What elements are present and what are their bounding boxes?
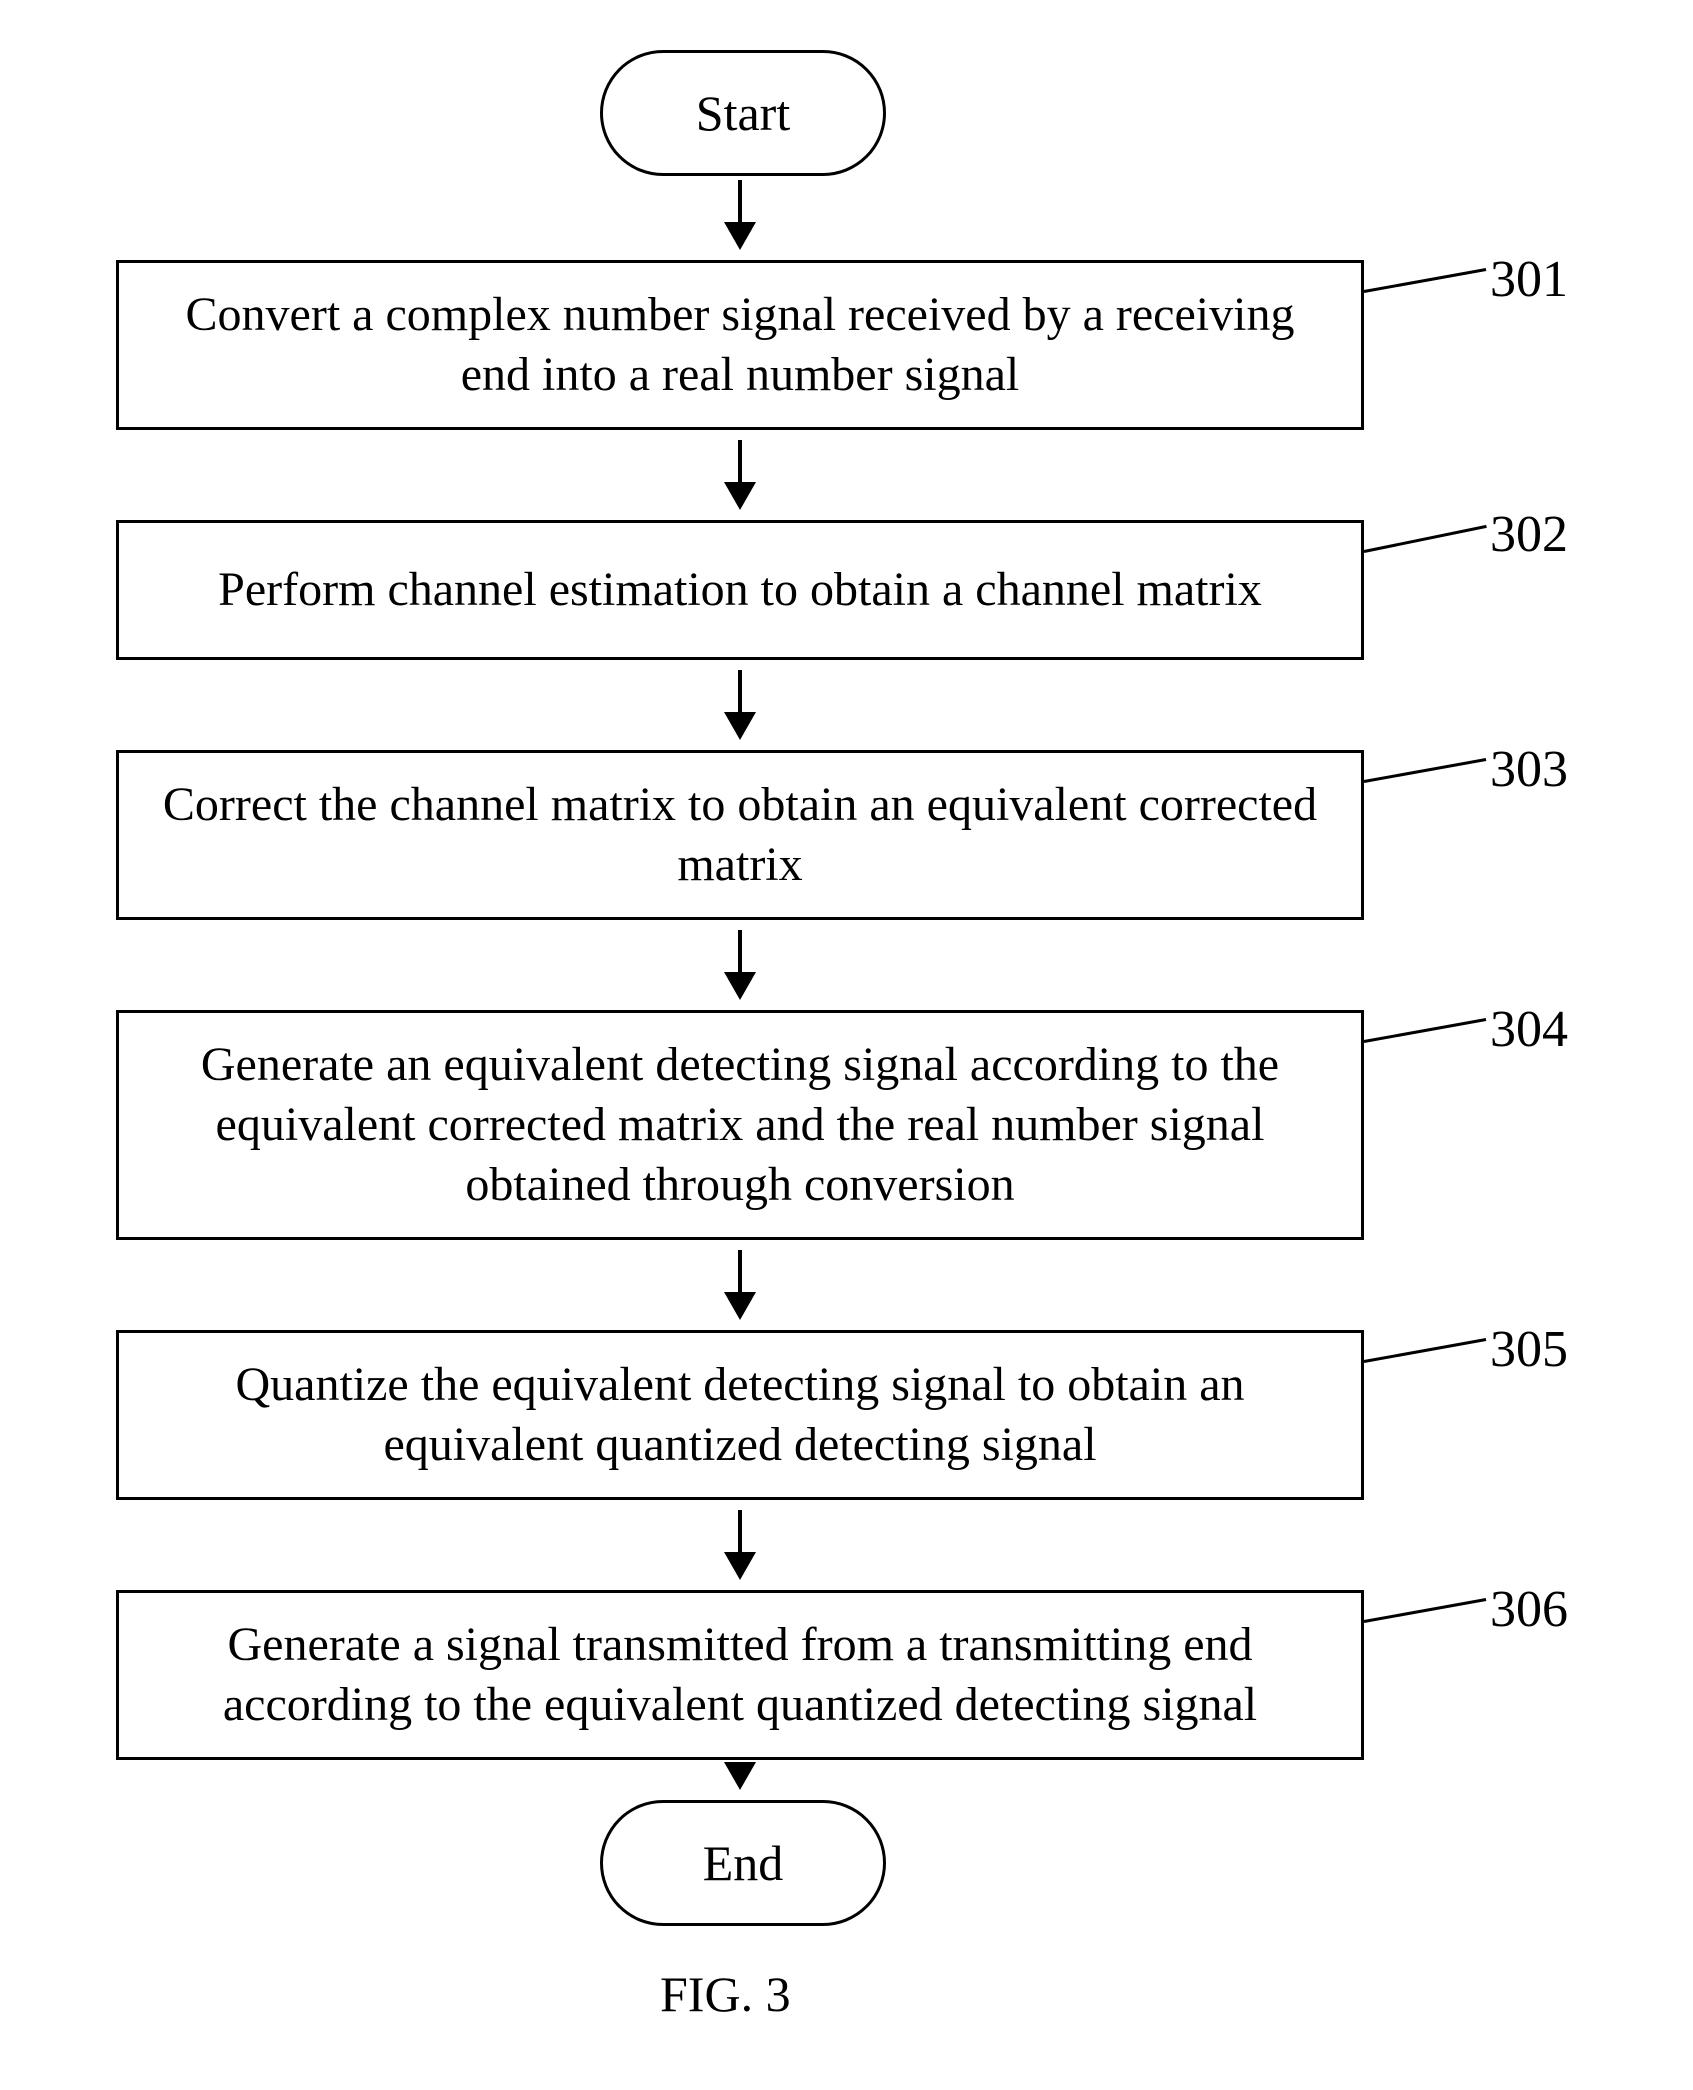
flow-arrow-head: [724, 972, 756, 1000]
process-step-304: Generate an equivalent detecting signal …: [116, 1010, 1364, 1240]
flow-arrow-head: [724, 1552, 756, 1580]
step-label-306: 306: [1490, 1580, 1568, 1639]
process-step-305: Quantize the equivalent detecting signal…: [116, 1330, 1364, 1500]
process-step-302: Perform channel estimation to obtain a c…: [116, 520, 1364, 660]
process-step-303: Correct the channel matrix to obtain an …: [116, 750, 1364, 920]
callout-line: [1364, 1338, 1487, 1363]
flow-arrow-head: [724, 712, 756, 740]
process-step-text: Perform channel estimation to obtain a c…: [218, 560, 1262, 620]
step-label-302: 302: [1490, 505, 1568, 564]
process-step-306: Generate a signal transmitted from a tra…: [116, 1590, 1364, 1760]
process-step-text: Correct the channel matrix to obtain an …: [149, 775, 1331, 895]
process-step-text: Generate an equivalent detecting signal …: [149, 1035, 1331, 1215]
flow-arrow-head: [724, 482, 756, 510]
terminal-end: End: [600, 1800, 886, 1926]
flow-arrow: [738, 1250, 742, 1296]
callout-line: [1364, 1598, 1487, 1623]
flow-arrow: [738, 440, 742, 486]
flow-arrow: [738, 1510, 742, 1556]
figure-label: FIG. 3: [660, 1965, 791, 2023]
flow-arrow-head: [724, 222, 756, 250]
terminal-start: Start: [600, 50, 886, 176]
step-label-301: 301: [1490, 250, 1568, 309]
flow-arrow: [738, 180, 742, 226]
step-label-303: 303: [1490, 740, 1568, 799]
step-label-305: 305: [1490, 1320, 1568, 1379]
step-label-304: 304: [1490, 1000, 1568, 1059]
callout-line: [1364, 758, 1487, 783]
flow-arrow-head: [724, 1762, 756, 1790]
flowchart-canvas: Start End FIG. 3 Convert a complex numbe…: [0, 0, 1693, 2090]
callout-line: [1364, 525, 1487, 553]
flow-arrow: [738, 930, 742, 976]
process-step-text: Generate a signal transmitted from a tra…: [149, 1615, 1331, 1735]
process-step-text: Convert a complex number signal received…: [149, 285, 1331, 405]
terminal-end-label: End: [703, 1834, 784, 1892]
process-step-301: Convert a complex number signal received…: [116, 260, 1364, 430]
flow-arrow: [738, 670, 742, 716]
process-step-text: Quantize the equivalent detecting signal…: [149, 1355, 1331, 1475]
flow-arrow-head: [724, 1292, 756, 1320]
callout-line: [1364, 268, 1487, 293]
terminal-start-label: Start: [696, 84, 790, 142]
callout-line: [1364, 1018, 1487, 1043]
